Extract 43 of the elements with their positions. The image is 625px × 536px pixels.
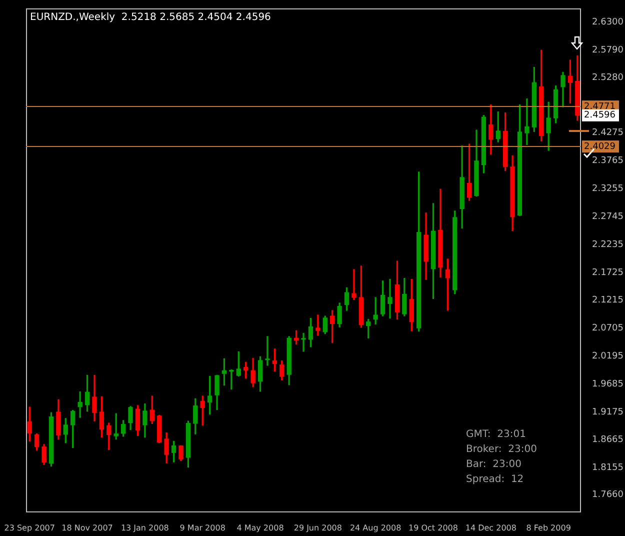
candlestick	[265, 336, 270, 366]
x-tick-label: 14 Dec 2008	[465, 523, 516, 532]
y-tick-label: 1.7660	[592, 490, 624, 500]
y-tick-label: 2.1215	[592, 296, 624, 306]
ref-line-label: 2.4771	[584, 102, 616, 112]
y-tick-label: 2.0705	[592, 324, 624, 334]
y-tick-label: 1.9685	[592, 379, 624, 390]
x-tick-label: 4 May 2008	[236, 523, 284, 532]
candlestick	[373, 297, 378, 324]
annotation: Bar: 23:00	[466, 458, 522, 470]
candlestick	[524, 98, 530, 145]
annotation: GMT: 23:01	[466, 428, 526, 440]
candlestick	[301, 332, 306, 352]
y-tick-label: 1.9175	[592, 407, 624, 418]
y-tick-label: 2.1725	[592, 268, 624, 278]
x-tick-label: 24 Aug 2008	[350, 523, 402, 532]
y-tick-label: 2.5280	[592, 73, 624, 84]
annotation: 2.4596	[584, 110, 616, 121]
x-tick-label: 23 Sep 2007	[4, 523, 55, 532]
annotation: Spread: 12	[466, 474, 524, 485]
chart-title: EURNZD.,Weekly 2.5218 2.5685 2.4504 2.4596	[30, 12, 271, 23]
y-tick-label: 2.3765	[592, 156, 624, 166]
candlestick	[388, 278, 392, 319]
candlestick	[352, 269, 356, 300]
ref-line-label: 2.4029	[584, 142, 616, 152]
y-tick-label: 1.8665	[592, 435, 624, 446]
y-tick-label: 2.0195	[592, 352, 624, 362]
candlestick	[229, 369, 234, 390]
x-tick-label: 9 Mar 2008	[180, 523, 226, 532]
y-tick-label: 2.3255	[592, 184, 624, 194]
x-tick-label: 8 Feb 2009	[526, 523, 571, 532]
y-tick-label: 2.2745	[592, 212, 624, 222]
candlestick	[78, 391, 82, 418]
x-tick-label: 29 Jun 2008	[294, 523, 342, 532]
x-tick-label: 19 Oct 2008	[408, 523, 458, 532]
y-tick-label: 2.4275	[592, 128, 624, 138]
x-tick-label: 13 Jan 2008	[120, 523, 169, 532]
x-tick-label: 18 Nov 2007	[62, 523, 113, 532]
y-tick-label: 1.8155	[592, 463, 624, 474]
annotation: Broker: 23:00	[466, 444, 537, 455]
y-tick-label: 2.2235	[592, 240, 624, 250]
y-tick-label: 2.5790	[592, 45, 624, 56]
y-tick-label: 2.6300	[592, 17, 624, 28]
